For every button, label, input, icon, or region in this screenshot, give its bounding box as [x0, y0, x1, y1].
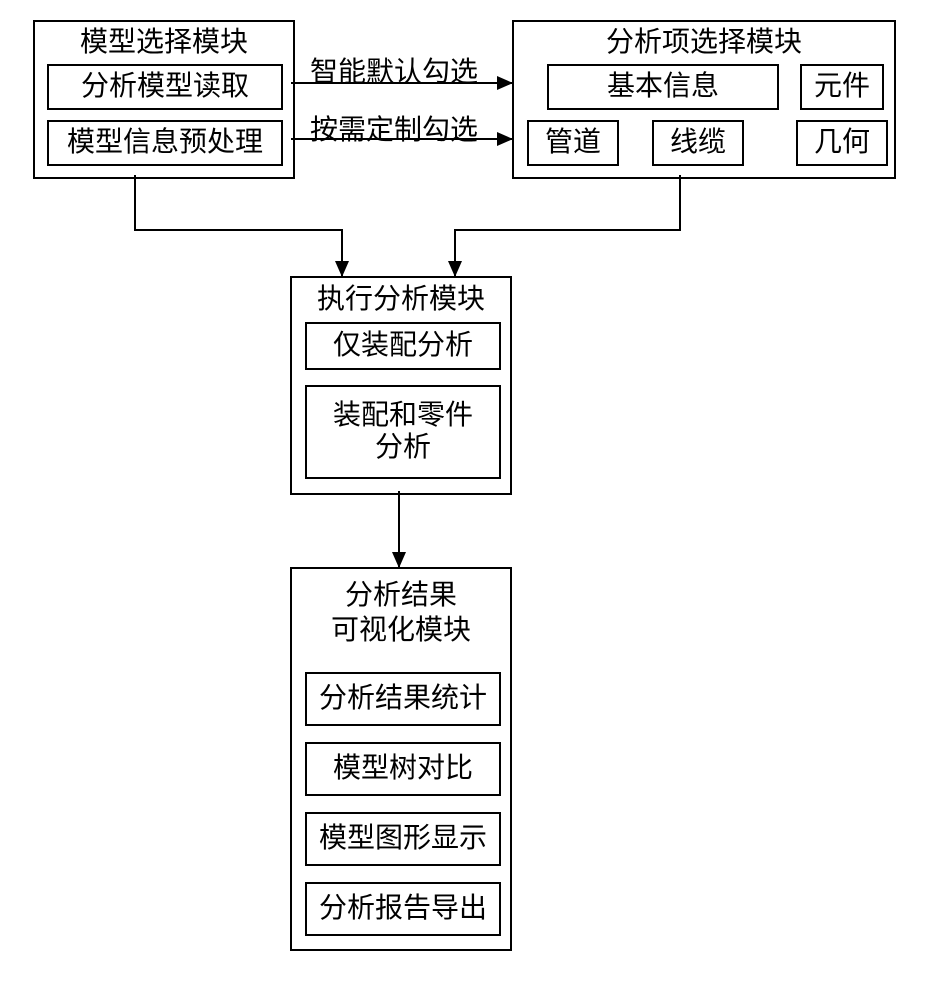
- edge-label-custom-check: 按需定制勾选: [310, 108, 478, 148]
- item-analysis-report-export: 分析报告导出: [305, 882, 501, 936]
- edge-label-smart-default-check: 智能默认勾选: [310, 50, 478, 90]
- item-basic-info: 基本信息: [547, 64, 779, 110]
- item-analysis-result-stats: 分析结果统计: [305, 672, 501, 726]
- item-assembly-only-analysis: 仅装配分析: [305, 322, 501, 370]
- module-execute-analysis: 执行分析模块 仅装配分析 装配和零件分析: [290, 276, 512, 495]
- module-model-select: 模型选择模块 分析模型读取 模型信息预处理: [33, 20, 295, 179]
- item-analysis-model-read: 分析模型读取: [47, 64, 283, 110]
- module-analysis-item-select: 分析项选择模块 基本信息 元件 管道 线缆 几何: [512, 20, 896, 179]
- item-pipe: 管道: [527, 120, 619, 166]
- module-model-select-title: 模型选择模块: [35, 25, 293, 59]
- module-analysis-item-select-title: 分析项选择模块: [514, 25, 894, 59]
- item-model-info-preprocess: 模型信息预处理: [47, 120, 283, 166]
- module-execute-analysis-title: 执行分析模块: [292, 282, 510, 316]
- item-model-tree-compare: 模型树对比: [305, 742, 501, 796]
- diagram-canvas: 模型选择模块 分析模型读取 模型信息预处理 分析项选择模块 基本信息 元件 管道…: [0, 0, 927, 1000]
- item-component: 元件: [800, 64, 884, 110]
- item-geometry: 几何: [796, 120, 888, 166]
- module-result-visualization: 分析结果可视化模块 分析结果统计 模型树对比 模型图形显示 分析报告导出: [290, 567, 512, 951]
- item-cable: 线缆: [652, 120, 744, 166]
- item-assembly-and-part-analysis: 装配和零件分析: [305, 385, 501, 479]
- item-model-graphic-display: 模型图形显示: [305, 812, 501, 866]
- module-result-visualization-title: 分析结果可视化模块: [292, 578, 510, 658]
